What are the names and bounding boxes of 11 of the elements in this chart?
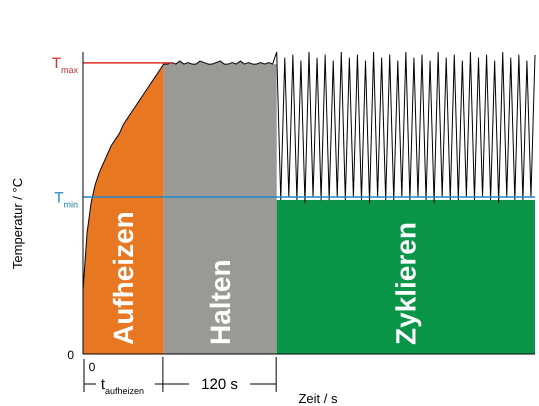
x-axis-title: Zeit / s xyxy=(298,391,338,406)
ref-line-label: T$_{max}$ xyxy=(52,55,78,76)
series-label: Aufheizen xyxy=(108,211,140,345)
text: 120 s xyxy=(201,376,238,393)
y-axis-title: Temperatur / °C xyxy=(10,178,25,270)
series-label: Halten xyxy=(205,259,236,345)
text: 0 xyxy=(67,348,74,362)
ref-line-label: T$_{min}$ xyxy=(54,190,78,210)
series-label: Zyklieren xyxy=(390,222,422,345)
text: 0 xyxy=(88,360,96,374)
text: t$_{aufheizen}$ xyxy=(100,376,144,396)
